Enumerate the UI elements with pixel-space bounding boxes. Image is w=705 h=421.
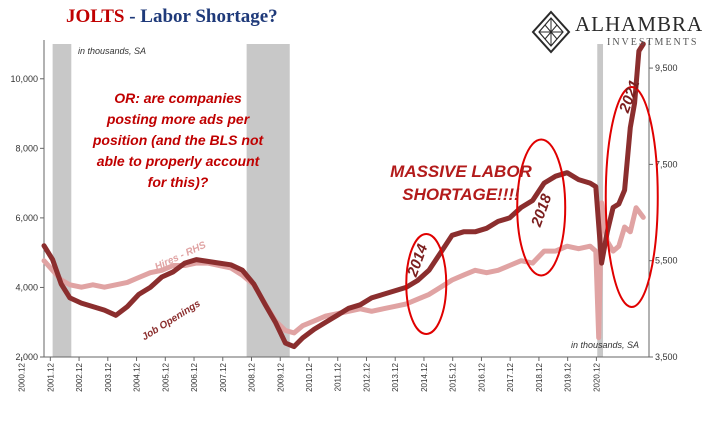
x-tick-label: 2002.12 xyxy=(75,362,84,391)
x-tick-label: 2000.12 xyxy=(18,362,27,391)
highlight-circles xyxy=(405,86,659,335)
alhambra-logo: ALHAMBRA INVESTMENTS xyxy=(531,10,704,60)
series-lines xyxy=(41,41,646,350)
x-tick-label: 2004.12 xyxy=(133,362,142,391)
y-tick-label-right: 3,500 xyxy=(655,352,678,362)
diamond-lattice-icon xyxy=(531,10,571,54)
x-tick-label: 2005.12 xyxy=(161,362,170,391)
y-tick-label-right: 9,500 xyxy=(655,63,678,73)
highlight-circle xyxy=(604,86,659,309)
logo-subtitle: INVESTMENTS xyxy=(607,37,699,48)
y-tick-label-left: 8,000 xyxy=(15,143,38,153)
shortage-line: SHORTAGE!!!! xyxy=(402,185,520,204)
page-title: JOLTS - Labor Shortage? xyxy=(66,6,278,28)
x-tick-label: 2009.12 xyxy=(276,362,285,391)
x-tick-label: 2012.12 xyxy=(362,362,371,391)
x-tick-label: 2001.12 xyxy=(46,362,55,391)
x-tick-label: 2007.12 xyxy=(219,362,228,391)
x-tick-label: 2013.12 xyxy=(391,362,400,391)
title-rest: - Labor Shortage? xyxy=(124,6,278,27)
callout-line: able to properly account xyxy=(96,153,260,169)
callout-line: OR: are companies xyxy=(114,90,242,106)
axes xyxy=(21,40,653,361)
callout-line: posting more ads per xyxy=(106,111,250,127)
recession-band xyxy=(597,44,604,357)
callout-question: OR: are companies posting more ads per p… xyxy=(78,88,278,193)
tick-labels: 2,000 4,000 6,000 8,000 10,000 3,500 5,500 7,50… xyxy=(10,63,677,392)
x-tick-label: 2016.12 xyxy=(477,362,486,391)
x-tick-label: 2010.12 xyxy=(305,362,314,391)
shortage-line: MASSIVE LABOR xyxy=(390,162,532,181)
y-tick-label-left: 4,000 xyxy=(15,282,38,292)
x-tick-label: 2011.12 xyxy=(334,362,343,391)
y-tick-label-left: 10,000 xyxy=(10,74,38,84)
series-line-job-openings xyxy=(41,41,646,350)
logo-wordmark: ALHAMBRA xyxy=(575,12,704,36)
callout-line: position (and the BLS not xyxy=(92,132,264,148)
units-note-bottom: in thousands, SA xyxy=(571,340,640,350)
x-tick-label: 2003.12 xyxy=(104,362,113,391)
recession-band xyxy=(52,44,72,357)
highlight-circle xyxy=(405,232,448,335)
x-tick-label: 2014.12 xyxy=(420,362,429,391)
x-tick-label: 2017.12 xyxy=(506,362,515,391)
x-tick-label: 2008.12 xyxy=(248,362,257,391)
y-tick-label-right: 5,500 xyxy=(655,256,678,266)
callout-line: for this)? xyxy=(147,174,209,190)
x-tick-label: 2015.12 xyxy=(449,362,458,391)
y-tick-label-left: 2,000 xyxy=(15,352,38,362)
units-note-top: in thousands, SA xyxy=(78,46,147,56)
x-tick-label: 2006.12 xyxy=(190,362,199,391)
x-tick-label: 2019.12 xyxy=(564,362,573,391)
x-tick-label: 2018.12 xyxy=(535,362,544,391)
shortage-annotation: MASSIVE LABOR SHORTAGE!!!! xyxy=(390,160,532,206)
title-main: JOLTS xyxy=(66,6,125,27)
y-tick-label-left: 6,000 xyxy=(15,213,38,223)
series-line-hires xyxy=(41,200,646,341)
x-tick-label: 2020.12 xyxy=(592,362,601,391)
y-tick-label-right: 7,500 xyxy=(655,159,678,169)
highlight-circle xyxy=(516,138,567,277)
